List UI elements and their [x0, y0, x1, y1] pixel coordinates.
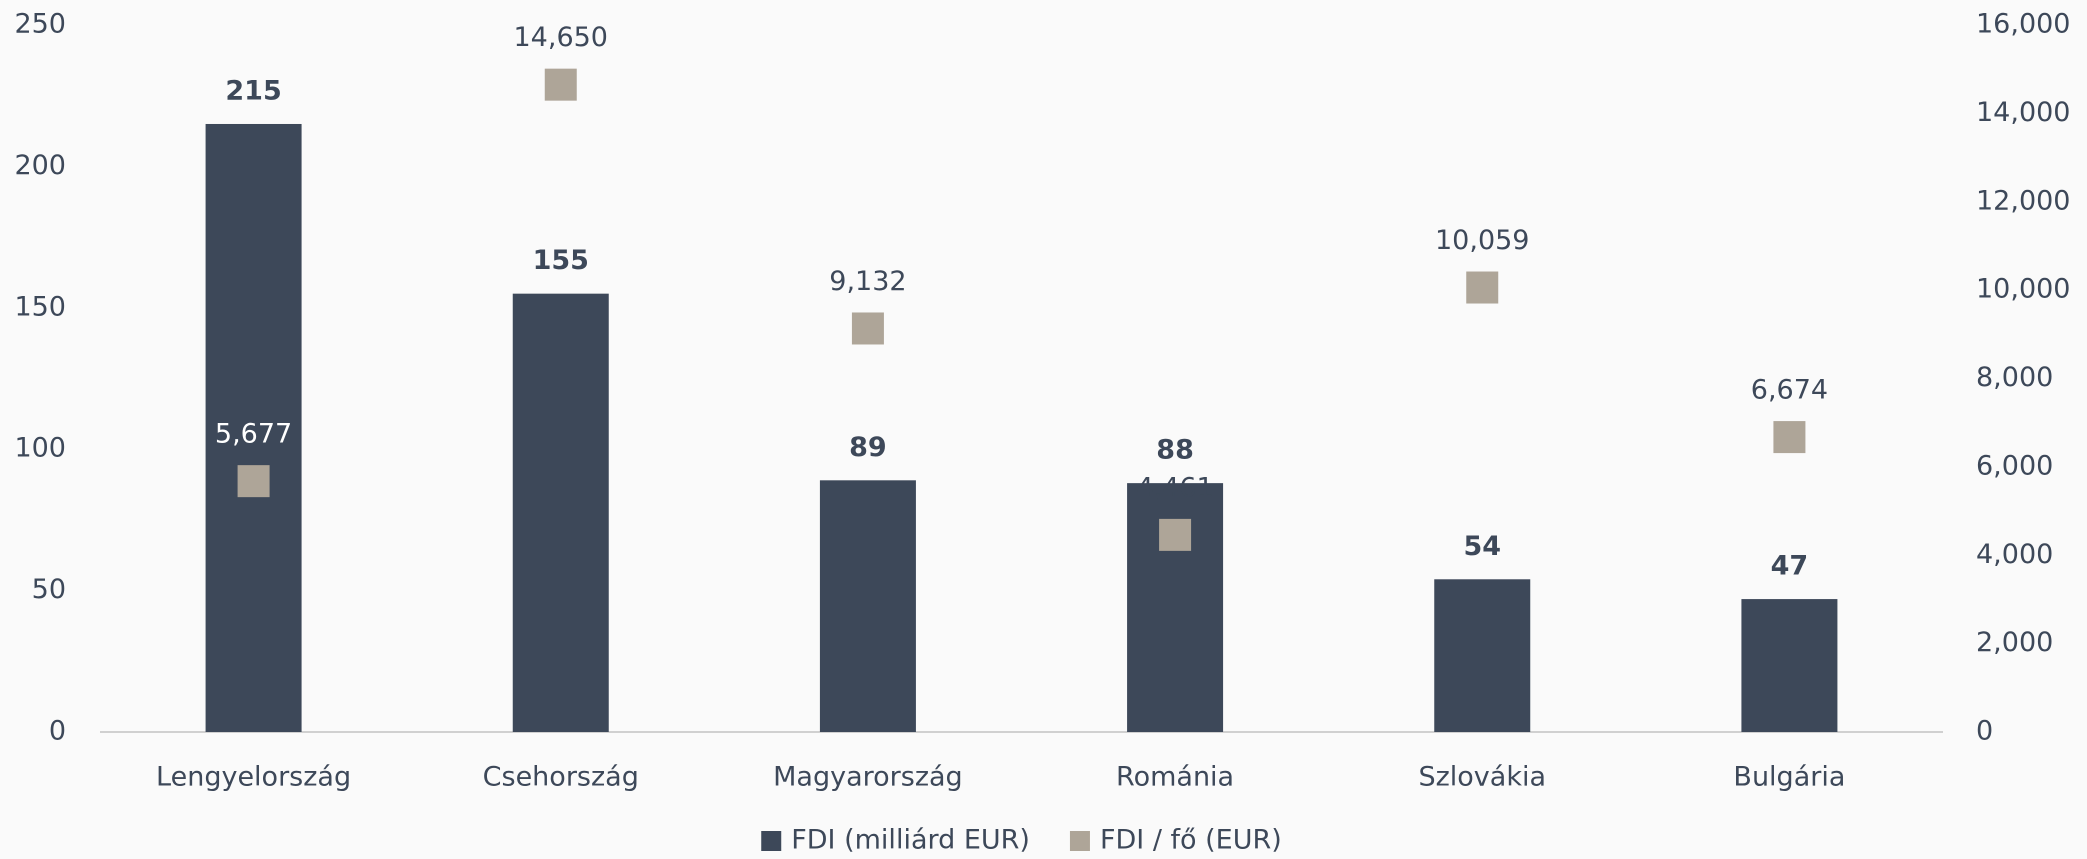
legend-swatch [1069, 831, 1090, 851]
y2-tick-label: 14,000 [1976, 97, 2070, 128]
marker-label: 14,650 [514, 22, 608, 53]
marker [1773, 421, 1806, 454]
x-tick-label: Magyarország [773, 762, 963, 793]
bar [1434, 579, 1531, 732]
y2-tick-label: 12,000 [1976, 185, 2070, 216]
marker [237, 465, 270, 498]
bar [512, 293, 609, 732]
bar-label: 47 [1771, 551, 1809, 582]
legend-label: FDI (milliárd EUR) [791, 825, 1030, 856]
bar [819, 480, 916, 732]
y2-tick-label: 6,000 [1976, 450, 2053, 481]
y2-tick-label: 16,000 [1976, 9, 2070, 40]
bar-label: 88 [1156, 435, 1194, 466]
y2-tick-label: 2,000 [1976, 627, 2053, 658]
y2-tick-label: 4,000 [1976, 539, 2053, 570]
x-tick-label: Bulgária [1733, 762, 1845, 793]
y2-tick-label: 0 [1976, 716, 1993, 747]
legend-label: FDI / fő (EUR) [1100, 825, 1282, 856]
marker [1466, 271, 1499, 304]
x-tick-label: Lengyelország [156, 762, 351, 793]
x-tick-label: Csehország [483, 762, 639, 793]
marker-label: 4,461 [1136, 472, 1213, 503]
y2-tick-label: 10,000 [1976, 274, 2070, 305]
x-tick-label: Szlovákia [1418, 762, 1546, 793]
bar-label: 89 [849, 432, 887, 463]
x-tick-label: Románia [1116, 762, 1234, 793]
marker [851, 312, 884, 345]
marker-label: 9,132 [829, 266, 906, 297]
y2-tick-label: 8,000 [1976, 362, 2053, 393]
y-tick-label: 150 [14, 291, 66, 322]
y-tick-label: 50 [32, 574, 66, 605]
marker-label: 5,677 [215, 419, 292, 450]
y-tick-label: 0 [49, 716, 66, 747]
bar-label: 215 [225, 75, 281, 106]
y-tick-label: 100 [14, 433, 66, 464]
bar-label: 155 [533, 245, 589, 276]
y-tick-label: 200 [14, 150, 66, 181]
y-tick-label: 250 [14, 9, 66, 40]
bar-label: 54 [1463, 531, 1501, 562]
marker-label: 10,059 [1435, 225, 1529, 256]
legend-swatch [761, 831, 782, 851]
bar [1741, 599, 1838, 732]
marker-label: 6,674 [1751, 375, 1828, 406]
marker [544, 68, 577, 101]
bar [205, 123, 302, 733]
marker [1159, 518, 1192, 551]
